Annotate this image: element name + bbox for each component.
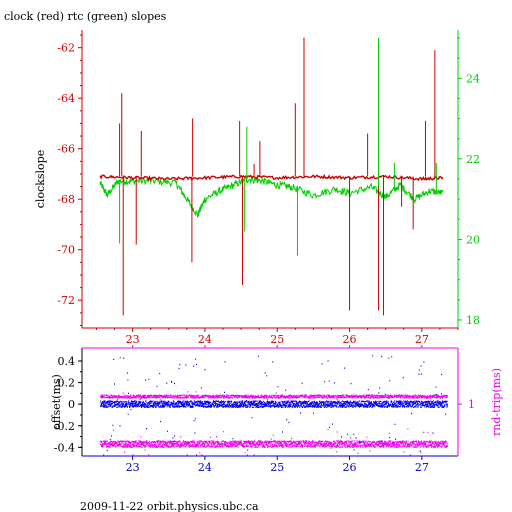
bottom-x-tick-label: 23 [126,461,140,474]
red-clock-line [99,173,444,182]
bottom-y2-tick-label: 1 [468,398,475,411]
bottom-y2-axis-label: rnd-trip(ms) [490,368,503,436]
top-y-tick-label: -70 [57,244,75,257]
top-y-tick-label: -72 [57,294,75,307]
top-plot: -62 -64 -66 -68 -70 -72 18 20 22 24 23 24 25 26 27 cloc… [34,30,480,346]
top-y-axis-label: clockslope [34,150,47,208]
bottom-y-tick-label: 0.2 [58,377,76,390]
top-y2-tick-label: 18 [466,314,480,327]
top-y2-tick-label: 22 [466,153,480,166]
bottom-x-tick-label: 26 [343,461,357,474]
top-x-tick-label: 23 [126,333,140,346]
bottom-plot: 0.4 0.2 0 -0.2 -0.4 23 24 25 26 27 1 offset(ms) rnd-… [50,345,503,474]
chart-title: clock (red) rtc (green) slopes [4,10,167,23]
offset-marks [100,355,448,452]
top-x-tick-label: 26 [343,333,357,346]
top-y-tick-label: -62 [57,42,75,55]
bottom-x-tick-label: 25 [270,461,284,474]
top-x-tick-label: 27 [415,333,429,346]
rnd-trip-low-points [100,428,448,456]
bottom-x-tick-label: 24 [198,461,212,474]
rnd-trip-high-points [100,391,448,403]
top-y-tick-label: -64 [57,92,75,105]
top-y-tick-label: -68 [57,193,75,206]
top-x-tick-label: 24 [198,333,212,346]
bottom-y-tick-label: 0 [68,398,75,411]
top-y-tick-label: -66 [57,143,75,156]
bottom-y-tick-label: -0.2 [54,420,75,433]
bottom-x-tick-label: 27 [415,461,429,474]
bottom-y-axis-label: offset(ms) [50,374,63,430]
bottom-y-tick-label: -0.4 [54,441,75,454]
top-y2-tick-label: 24 [466,72,480,85]
top-x-tick-label: 25 [270,333,284,346]
rnd-trip-low-marks [100,428,448,456]
top-y2-tick-label: 20 [466,233,480,246]
offset-points [100,355,448,452]
bottom-y-tick-label: 0.4 [58,355,76,368]
green-rtc-line [99,176,444,218]
footer-text: 2009-11-22 orbit.physics.ubc.ca [80,500,259,512]
rnd-trip-high-marks [100,391,448,403]
